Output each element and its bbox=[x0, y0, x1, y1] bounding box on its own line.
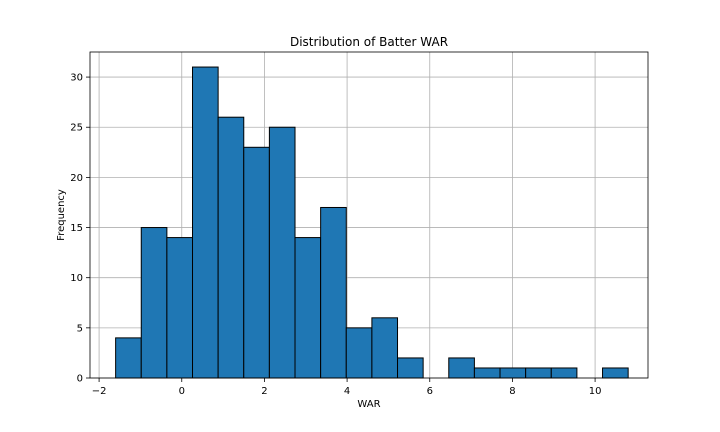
x-tick-label: 8 bbox=[509, 386, 515, 397]
grid-lines bbox=[90, 52, 648, 379]
y-tick-label: 30 bbox=[70, 73, 83, 84]
x-tick-label: 6 bbox=[427, 386, 433, 397]
histogram-bar bbox=[602, 367, 629, 379]
histogram-bar bbox=[320, 206, 347, 379]
x-axis-ticks: −2 0 2 4 6 8 10 bbox=[92, 378, 602, 397]
y-tick-label: 0 bbox=[77, 374, 83, 385]
histogram-bar bbox=[294, 237, 322, 379]
histogram-bar bbox=[397, 357, 424, 379]
y-tick-label: 10 bbox=[70, 273, 83, 284]
y-tick-label: 15 bbox=[70, 223, 83, 234]
plot-frame bbox=[89, 51, 649, 379]
histogram-bar bbox=[243, 146, 270, 379]
x-tick-label: 10 bbox=[589, 386, 602, 397]
chart-title: Distribution of Batter WAR bbox=[290, 35, 448, 49]
histogram-bar bbox=[473, 367, 501, 379]
histogram-bar bbox=[140, 227, 168, 379]
histogram-bar bbox=[550, 367, 578, 379]
y-tick-label: 20 bbox=[70, 173, 83, 184]
histogram-bar bbox=[217, 116, 245, 379]
histogram-bar bbox=[371, 317, 399, 379]
x-tick-label: 4 bbox=[344, 386, 350, 397]
histogram-bar bbox=[448, 357, 475, 379]
histogram-bar bbox=[268, 126, 296, 379]
x-tick-label: −2 bbox=[92, 386, 107, 397]
x-tick-label: 2 bbox=[261, 386, 267, 397]
y-axis-label: Frequency bbox=[56, 189, 67, 241]
y-tick-label: 5 bbox=[77, 323, 83, 334]
histogram-bar bbox=[192, 66, 219, 379]
histogram-bar bbox=[345, 327, 373, 379]
x-tick-label: 0 bbox=[179, 386, 185, 397]
bars bbox=[115, 66, 629, 379]
histogram-bar bbox=[115, 337, 142, 379]
y-axis-ticks: 0 5 10 15 20 25 30 bbox=[70, 73, 90, 385]
x-axis-label: WAR bbox=[357, 399, 380, 410]
histogram-bar bbox=[499, 367, 527, 379]
histogram-bar bbox=[166, 237, 194, 379]
y-tick-label: 25 bbox=[70, 123, 83, 134]
histogram-bar bbox=[525, 367, 552, 379]
